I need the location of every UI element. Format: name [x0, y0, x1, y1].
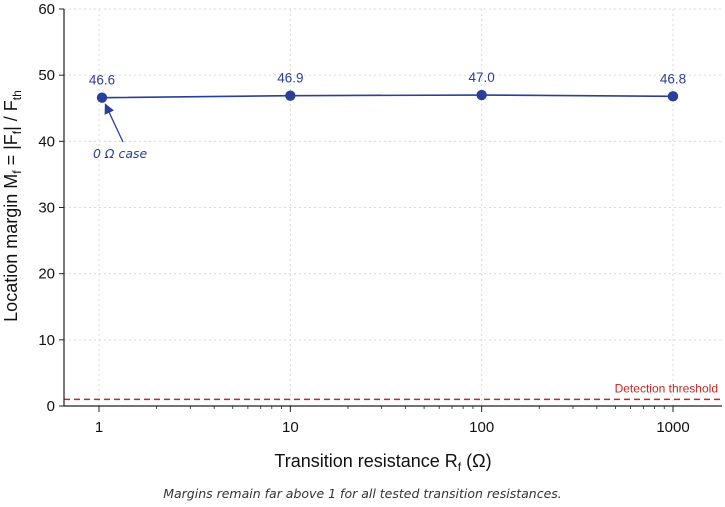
data-label: 46.9	[277, 71, 303, 86]
series-line	[101, 94, 674, 99]
y-tick-label: 0	[47, 398, 55, 415]
series-group: 46.6 46.9 47.0 46.8	[89, 70, 686, 103]
y-tick-label: 40	[38, 133, 55, 150]
data-point	[96, 92, 108, 103]
axes	[59, 8, 722, 412]
annotation-text: 0 Ω case	[93, 146, 147, 161]
y-tick-label: 20	[38, 266, 55, 283]
data-point	[667, 91, 679, 102]
gridlines	[64, 8, 722, 407]
threshold-group: Detection threshold	[64, 381, 722, 401]
x-tick-label: 1	[95, 419, 103, 436]
data-label: 46.6	[89, 73, 115, 88]
data-point	[285, 90, 296, 101]
annotation-arrow	[104, 103, 124, 143]
x-tick-labels: 1 10 100 1000	[95, 419, 690, 436]
data-label: 47.0	[469, 70, 495, 85]
y-tick-labels: 0 10 20 30 40 50 60	[38, 1, 55, 415]
line-chart: Detection threshold 46.6 46.9 47.0 46.8 0 Ω…	[1, 1, 722, 474]
x-axis-title: Transition resistance Rf (Ω)	[274, 451, 491, 474]
y-tick-label: 50	[38, 67, 55, 84]
y-tick-label: 10	[38, 332, 55, 349]
annotation-group: 0 Ω case	[93, 103, 147, 161]
x-tick-label: 10	[282, 419, 299, 436]
x-tick-label: 1000	[656, 419, 689, 436]
data-point	[476, 89, 487, 101]
y-tick-label: 60	[38, 1, 55, 18]
figure-caption: Margins remain far above 1 for all teste…	[163, 486, 562, 501]
data-label: 46.8	[660, 71, 686, 86]
x-tick-label: 100	[469, 419, 494, 436]
y-tick-label: 30	[38, 200, 55, 217]
y-axis-title: Location margin Mf = |Ff| / Fth	[1, 90, 24, 322]
threshold-label: Detection threshold	[615, 381, 718, 395]
